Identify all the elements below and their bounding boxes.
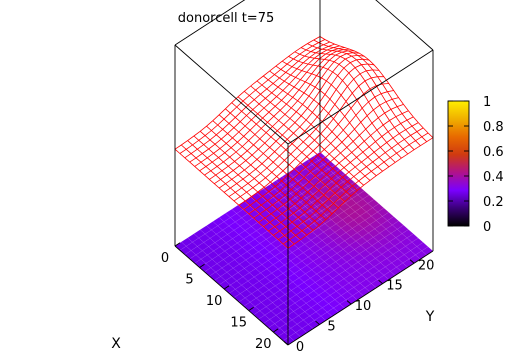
surface-line-x [223, 58, 370, 193]
surface-line-x [258, 104, 404, 223]
y-ticks: 0 5 10 15 20 [283, 258, 435, 355]
surface-line-y [225, 108, 339, 209]
surface-line-x [194, 45, 340, 167]
box-edge [174, 245, 289, 346]
y-tick-label: 20 [418, 258, 435, 273]
y-tick-mark [315, 320, 320, 325]
surface-line-x [243, 83, 389, 210]
surface-line-x [248, 90, 394, 215]
surface-line-x [204, 48, 350, 176]
colorbar-tick-label: 0.4 [483, 170, 504, 185]
surface-line-x [214, 52, 360, 185]
y-axis-label: Y [425, 309, 435, 325]
surface-line-x [238, 76, 384, 206]
colorbar-tick-label: 0.2 [483, 195, 504, 210]
surface-line-y [174, 148, 289, 249]
x-tick-mark [223, 285, 230, 290]
box-edge [174, 0, 246, 46]
colorbar-gradient [447, 100, 470, 227]
box-edge [287, 250, 434, 346]
y-tick-label: 15 [386, 279, 403, 294]
surface-line-y [275, 65, 390, 168]
surface-line-y [244, 90, 358, 191]
y-tick-mark [283, 341, 289, 346]
x-ticks: 0 5 10 15 20 [161, 242, 279, 352]
bounding-box [174, 0, 434, 346]
surface-line-x [282, 132, 429, 245]
surface-line-y [313, 39, 427, 142]
surface-line-y [199, 130, 314, 231]
colorbar-tick-label: 1 [483, 95, 491, 110]
surface-line-y [281, 60, 396, 163]
surface-line-x [179, 39, 326, 154]
colorbar: 0 0.2 0.4 0.6 0.8 1 [447, 95, 504, 235]
x-tick-label: 0 [161, 251, 169, 266]
surface-line-y [206, 125, 320, 226]
y-tick-label: 5 [327, 320, 335, 335]
surface-line-x [273, 122, 419, 236]
box-edge [375, 0, 434, 51]
surface-line-y [218, 114, 333, 215]
surface-line-x [189, 43, 335, 163]
surface-line-y [250, 85, 364, 186]
x-tick-label: 15 [230, 316, 247, 331]
surface-line-x [209, 50, 355, 180]
y-tick-mark [378, 279, 383, 285]
surface-line-x [253, 97, 399, 219]
x-tick-label: 5 [185, 273, 193, 288]
surface-line-x [268, 116, 414, 232]
surface-line-y [181, 144, 295, 245]
surface-line-x [218, 54, 365, 189]
surface-line-y [319, 36, 434, 138]
surface-line-x [287, 137, 434, 249]
floor-heatmap [174, 151, 434, 346]
y-tick-mark [409, 259, 415, 264]
x-tick-label: 20 [255, 337, 272, 352]
surface-line-x [277, 127, 424, 240]
surface-line-y [307, 43, 421, 146]
colorbar-tick-label: 0.8 [483, 120, 504, 135]
surface-line-y [237, 96, 352, 197]
chart-title: donorcell t=75 [178, 11, 275, 26]
surface-line-y [256, 80, 371, 181]
box-edge [174, 44, 289, 145]
x-axis-label: X [111, 336, 121, 352]
y-tick-label: 0 [296, 340, 304, 355]
surface-line-x [233, 69, 380, 202]
colorbar-tick-label: 0.6 [483, 145, 504, 160]
surface-line-x [174, 36, 321, 150]
colorbar-tick-label: 0 [483, 220, 491, 235]
y-tick-label: 10 [355, 299, 372, 314]
surface-line-y [288, 56, 402, 159]
x-tick-mark [199, 263, 205, 268]
x-tick-mark [273, 328, 279, 333]
x-tick-mark [248, 306, 254, 311]
surface-line-x [184, 41, 330, 159]
y-tick-mark [346, 300, 352, 305]
surface-line-y [187, 140, 301, 240]
surface-line-y [212, 120, 327, 221]
x-tick-mark [174, 242, 181, 247]
box-edge [287, 49, 434, 145]
surface-line-y [294, 51, 409, 155]
surface-line-y [269, 70, 383, 172]
x-tick-label: 10 [206, 294, 223, 309]
surface-line-x [228, 63, 375, 197]
